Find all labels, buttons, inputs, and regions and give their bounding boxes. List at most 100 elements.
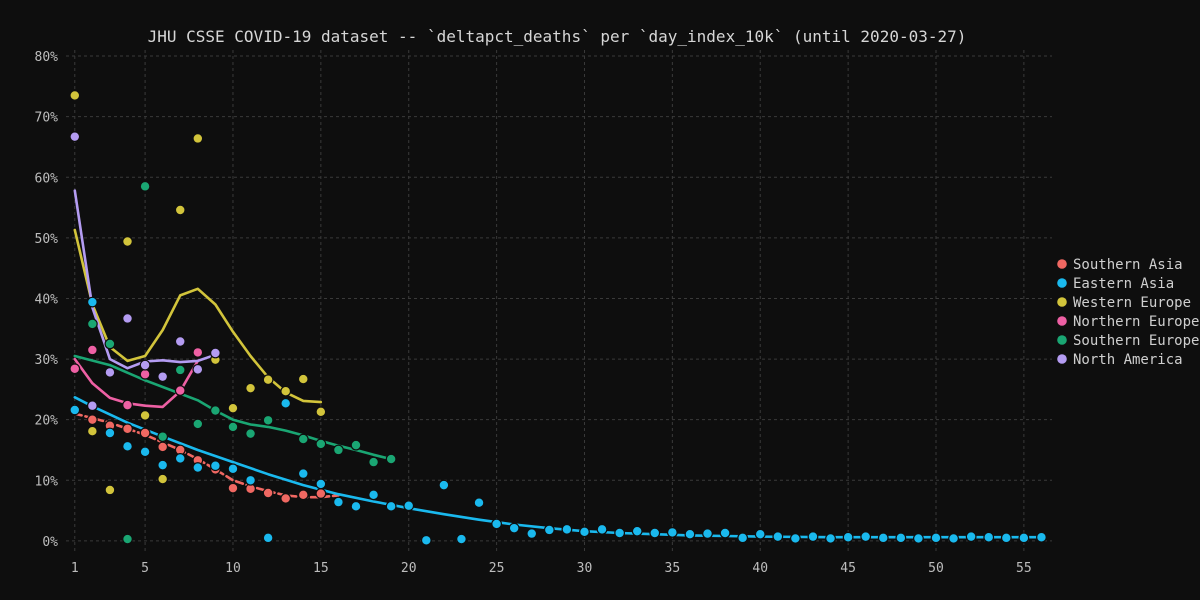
trend-layer	[73, 189, 1043, 539]
data-point	[333, 444, 344, 456]
data-point	[104, 367, 116, 378]
data-point	[209, 460, 221, 472]
data-point	[174, 336, 186, 347]
data-point	[508, 522, 520, 534]
data-point	[315, 438, 327, 450]
data-point	[122, 313, 133, 324]
data-point	[104, 338, 116, 350]
chart-title: JHU CSSE COVID-19 dataset -- `deltapct_d…	[148, 27, 967, 46]
data-point	[174, 364, 186, 376]
data-point	[139, 427, 151, 439]
data-point	[297, 373, 309, 385]
data-point	[86, 425, 98, 437]
data-point	[350, 439, 362, 451]
y-tick-label: 60%	[35, 171, 59, 186]
legend: Southern Asia Eastern Asia Western Europe N…	[1057, 257, 1199, 368]
y-tick-label: 30%	[35, 353, 59, 368]
trend-line	[73, 228, 323, 404]
data-point	[438, 479, 450, 491]
data-point	[139, 180, 151, 192]
grid-layer	[66, 50, 1052, 553]
data-point	[807, 531, 819, 543]
data-point	[315, 478, 327, 490]
data-point	[122, 236, 133, 247]
y-tick-label: 20%	[35, 414, 59, 429]
data-point	[965, 531, 977, 543]
data-point	[122, 399, 133, 411]
data-point	[1036, 531, 1047, 543]
data-point	[772, 531, 784, 543]
legend-marker	[1057, 335, 1067, 345]
data-point	[174, 453, 186, 464]
x-tick-label: 15	[313, 561, 329, 576]
data-point	[104, 484, 116, 496]
data-point	[69, 90, 81, 101]
data-point	[86, 414, 98, 426]
legend-marker	[1057, 316, 1067, 326]
legend-label: Southern Asia	[1073, 257, 1183, 273]
y-tick-label: 0%	[42, 535, 58, 550]
x-tick-label: 35	[665, 561, 681, 576]
data-point	[262, 374, 274, 386]
legend-label: Western Europe	[1073, 295, 1191, 311]
data-point	[174, 204, 186, 216]
data-point	[825, 533, 836, 544]
data-point	[227, 482, 239, 494]
legend-label: Eastern Asia	[1073, 276, 1174, 292]
data-point	[262, 532, 274, 544]
data-point	[737, 532, 749, 544]
data-point	[192, 363, 204, 375]
data-point	[983, 531, 995, 543]
data-point	[473, 497, 485, 509]
data-point	[192, 133, 204, 144]
data-point	[719, 527, 731, 539]
x-tick-label: 55	[1016, 561, 1032, 576]
data-point	[315, 488, 327, 500]
data-point	[262, 414, 274, 426]
legend-label: North America	[1073, 352, 1183, 368]
data-point	[157, 441, 169, 453]
data-point	[86, 318, 98, 330]
data-point	[245, 382, 256, 394]
data-point	[297, 468, 309, 480]
data-point	[561, 523, 573, 535]
data-point	[702, 528, 713, 540]
data-point	[842, 531, 854, 543]
data-point	[227, 402, 239, 414]
data-point	[122, 533, 133, 545]
data-point	[614, 527, 626, 539]
data-point	[1000, 532, 1012, 544]
data-point	[333, 496, 344, 508]
data-point	[385, 500, 397, 512]
data-point	[1018, 532, 1030, 544]
data-point	[139, 446, 151, 458]
axis-layer: 1 5 10 15 20 25 30 35 40 45 50 550%10%20%30%40%50%6…	[35, 50, 1032, 576]
y-tick-label: 40%	[35, 292, 59, 307]
data-point	[174, 385, 186, 396]
data-point	[192, 462, 204, 473]
data-point	[948, 533, 959, 544]
point-layer	[69, 90, 1047, 546]
data-point	[139, 368, 151, 380]
data-point	[579, 526, 590, 538]
data-point	[245, 428, 256, 440]
data-point	[860, 531, 872, 543]
data-point	[86, 296, 98, 308]
data-point	[139, 410, 151, 421]
data-point	[913, 533, 924, 544]
data-point	[86, 344, 98, 356]
data-point	[596, 523, 608, 535]
data-point	[139, 359, 151, 371]
legend-marker	[1057, 259, 1067, 269]
x-tick-label: 1	[71, 561, 79, 576]
data-point	[403, 500, 415, 512]
legend-label: Northern Europe	[1073, 314, 1199, 330]
x-tick-label: 5	[141, 561, 149, 576]
data-point	[157, 473, 169, 485]
data-point	[157, 459, 169, 471]
data-point	[262, 487, 274, 499]
data-point	[789, 533, 801, 544]
y-tick-label: 80%	[35, 50, 59, 65]
